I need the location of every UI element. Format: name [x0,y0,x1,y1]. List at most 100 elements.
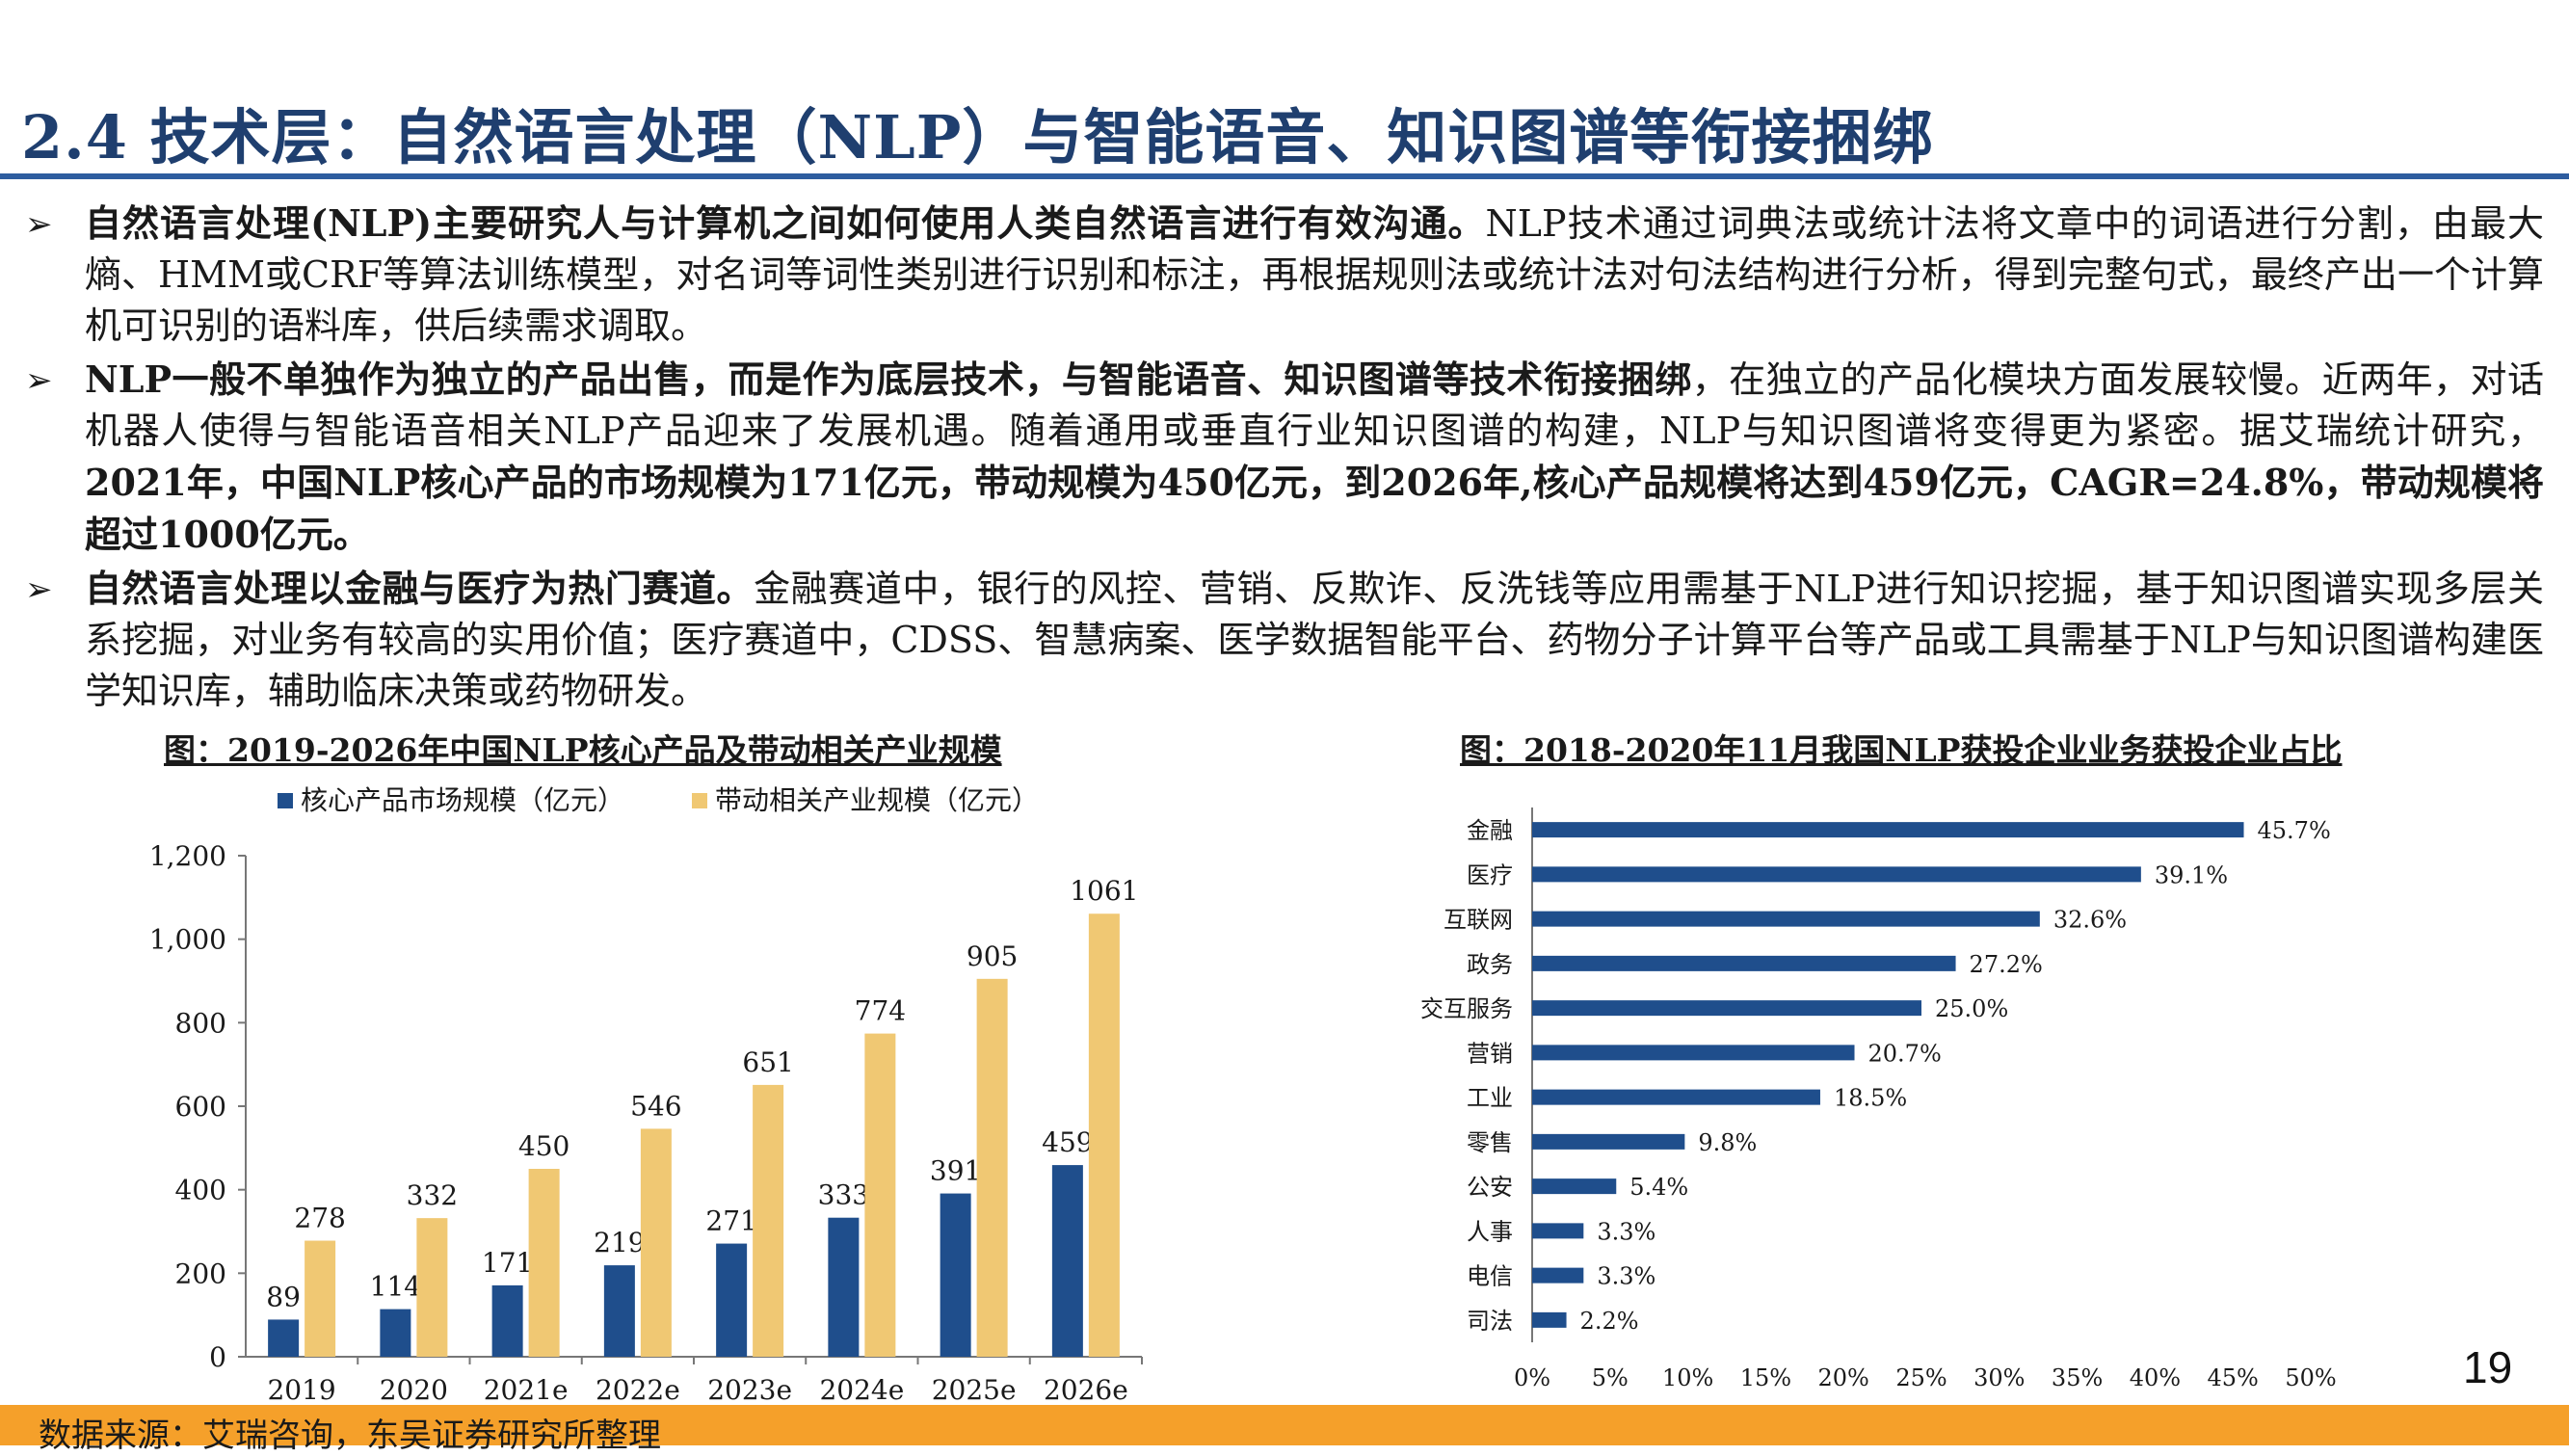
hbar-category-label: 金融 [1467,817,1513,844]
arrow-bullet-icon: ➢ [25,570,53,609]
footer-source: 数据来源：艾瑞咨询，东吴证券研究所整理 [39,1416,661,1455]
x-tick-label: 30% [1973,1364,2025,1391]
bar-1-2021e [528,1169,560,1357]
bar-0-2026e [1051,1165,1083,1357]
x-tick-label: 50% [2285,1364,2336,1391]
bar-1-2026e [1088,913,1120,1357]
y-tick-label: 200 [175,1257,226,1289]
hbar-2 [1532,911,2040,927]
hbar-value-label: 39.1% [2155,861,2228,888]
bullet-item-nlp-sectors: ➢ 自然语言处理以金融与医疗为热门赛道。金融赛道中，银行的风控、营销、反欺诈、反… [19,563,2544,717]
x-tick-label: 2024e [819,1374,904,1406]
hbar-value-label: 9.8% [1698,1129,1757,1156]
x-tick-label: 2026e [1044,1374,1128,1406]
hbar-6 [1532,1089,1820,1105]
x-tick-label: 5% [1592,1364,1629,1391]
x-tick-label: 2022e [596,1374,680,1406]
slide-title: 2.4 技术层：自然语言处理（NLP）与智能语音、知识图谱等衔接捆绑 [21,102,1934,172]
bullet-highlight: 2021年，中国NLP核心产品的市场规模为171亿元，带动规模为450亿元，到2… [85,461,2544,556]
bar-value-label: 774 [855,995,906,1027]
x-tick-label: 2025e [932,1374,1017,1406]
hbar-3 [1532,955,1956,971]
x-tick-label: 10% [1662,1364,1713,1391]
legend-label-0: 核心产品市场规模（亿元） [301,784,624,816]
page-number: 19 [2463,1342,2513,1392]
hbar-10 [1532,1267,1584,1284]
y-tick-label: 800 [175,1007,226,1039]
arrow-bullet-icon: ➢ [25,205,53,244]
bar-value-label: 171 [482,1247,533,1279]
hbar-category-label: 电信 [1467,1263,1513,1290]
hbar-value-label: 3.3% [1597,1218,1655,1245]
bar-value-label: 114 [370,1271,421,1303]
bar-value-label: 89 [266,1281,301,1312]
bar-1-2025e [976,978,1008,1357]
hbar-value-label: 18.5% [1834,1085,1907,1112]
bar-1-2023e [753,1084,784,1357]
x-tick-label: 2021e [484,1374,569,1406]
x-tick-label: 2020 [380,1374,448,1406]
hbar-category-label: 人事 [1467,1218,1513,1245]
arrow-bullet-icon: ➢ [25,361,53,400]
bar-0-2023e [716,1243,748,1357]
hbar-4 [1532,1000,1921,1017]
bar-value-label: 459 [1042,1126,1093,1158]
bullet-list: ➢ 自然语言处理(NLP)主要研究人与计算机之间如何使用人类自然语言进行有效沟通… [19,198,2544,717]
x-tick-label: 2023e [707,1374,792,1406]
footer-bar [0,1405,2569,1445]
bullet-body: 金融赛道中，银行的风控、营销、反欺诈、反洗钱等应用需基于NLP进行知识挖掘，基于… [85,568,2544,712]
title-divider [0,173,2569,179]
x-tick-label: 45% [2208,1364,2259,1391]
x-tick-label: 35% [2052,1364,2103,1391]
bullet-body: ，在独立的产品化模块方面发展较慢。近两年，对话机器人使得与智能语音相关NLP产品… [85,358,2544,452]
hbar-category-label: 政务 [1467,951,1513,978]
bar-value-label: 391 [930,1155,981,1187]
bar-0-2019 [268,1319,300,1357]
bar-value-label: 1061 [1070,875,1138,907]
hbar-value-label: 5.4% [1629,1174,1688,1201]
hbar-value-label: 3.3% [1597,1263,1655,1290]
sector-share-chart-title: 图：2018-2020年11月我国NLP获投企业业务获投企业占比 [1460,731,2343,769]
bullet-item-nlp-definition: ➢ 自然语言处理(NLP)主要研究人与计算机之间如何使用人类自然语言进行有效沟通… [19,198,2544,352]
hbar-0 [1532,822,2244,838]
hbar-5 [1532,1045,1855,1061]
hbar-category-label: 营销 [1467,1040,1513,1067]
hbar-1 [1532,866,2141,883]
x-tick-label: 2019 [267,1374,335,1406]
market-size-chart-title: 图：2019-2026年中国NLP核心产品及带动相关产业规模 [164,731,1002,769]
hbar-value-label: 20.7% [1868,1040,1942,1067]
hbar-value-label: 25.0% [1935,995,2008,1022]
legend-swatch-0 [278,793,293,808]
y-tick-label: 600 [175,1091,226,1123]
legend-label-1: 带动相关产业规模（亿元） [715,784,1039,816]
x-tick-label: 15% [1740,1364,1791,1391]
bar-value-label: 333 [818,1179,869,1211]
y-tick-label: 0 [209,1341,226,1373]
hbar-9 [1532,1223,1584,1239]
x-tick-label: 20% [1818,1364,1869,1391]
bar-value-label: 271 [705,1205,756,1237]
bullet-lead: NLP一般不单独作为独立的产品出售，而是作为底层技术，与智能语音、知识图谱等技术… [85,357,1692,401]
hbar-value-label: 45.7% [2258,817,2331,844]
bar-value-label: 278 [294,1203,345,1234]
bar-value-label: 546 [630,1090,681,1122]
hbar-11 [1532,1311,1567,1328]
hbar-category-label: 医疗 [1467,861,1513,888]
bullet-lead: 自然语言处理(NLP)主要研究人与计算机之间如何使用人类自然语言进行有效沟通。 [85,201,1486,245]
bar-1-2019 [305,1240,336,1357]
y-tick-label: 1,200 [149,840,226,872]
bar-1-2024e [864,1033,896,1357]
hbar-value-label: 2.2% [1580,1308,1639,1335]
hbar-value-label: 32.6% [2053,907,2127,934]
x-tick-label: 0% [1514,1364,1550,1391]
bullet-body: NLP技术通过词典法或统计法将文章中的词语进行分割，由最大熵、HMM或CRF等算… [85,202,2544,347]
y-tick-label: 400 [175,1175,226,1206]
x-tick-label: 40% [2130,1364,2181,1391]
hbar-category-label: 零售 [1467,1129,1513,1156]
bar-0-2022e [603,1265,635,1357]
legend-swatch-1 [692,793,707,808]
bar-1-2022e [640,1128,672,1357]
bar-value-label: 905 [967,940,1018,972]
x-tick-label: 25% [1895,1364,1947,1391]
hbar-value-label: 27.2% [1970,951,2043,978]
